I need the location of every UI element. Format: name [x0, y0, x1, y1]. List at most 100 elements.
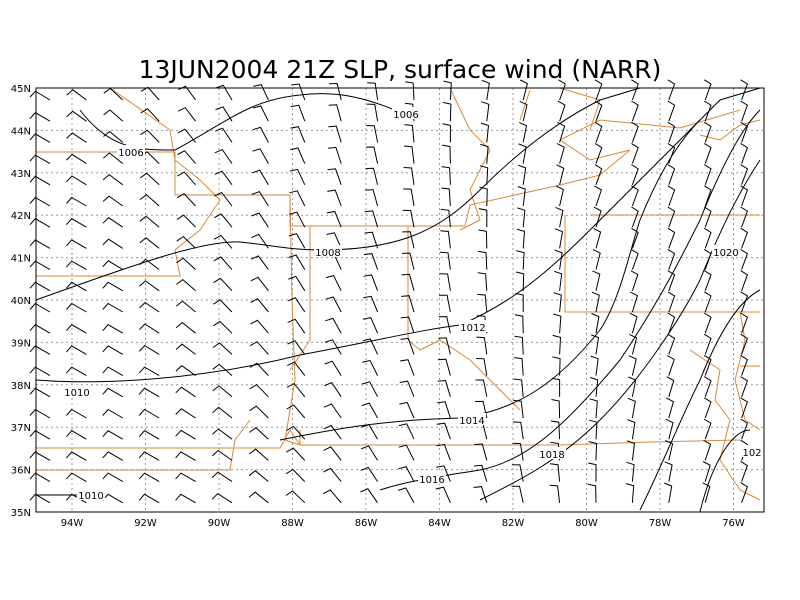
wind-barb: [631, 227, 639, 249]
wind-barb: [212, 320, 233, 334]
wind-barb: [556, 143, 565, 164]
wind-barb: [477, 272, 488, 291]
wind-barb: [286, 447, 306, 461]
wind-barb: [66, 260, 87, 271]
wind-barb: [29, 366, 51, 377]
wind-barb: [322, 489, 342, 504]
wind-barb: [103, 109, 124, 122]
wind-barb: [66, 110, 87, 122]
wind-barb: [138, 366, 160, 377]
wind-barb: [248, 448, 269, 461]
wind-barb: [177, 128, 196, 143]
wind-barb: [285, 468, 306, 482]
wind-barb: [588, 441, 598, 461]
wind-barb: [289, 211, 306, 228]
wind-barb: [138, 408, 160, 419]
wind-barb: [593, 227, 602, 249]
wind-barb: [251, 190, 269, 207]
wind-barb: [326, 232, 342, 249]
wind-barb: [102, 324, 124, 334]
wind-barb: [666, 355, 675, 376]
wind-barb: [740, 270, 749, 291]
wind-barb: [139, 172, 160, 186]
wind-barb: [290, 104, 306, 122]
wind-barb: [665, 440, 674, 461]
wind-barb: [249, 405, 269, 419]
wind-barb: [29, 451, 51, 461]
wind-barb: [511, 464, 524, 482]
wind-barb: [289, 190, 306, 207]
wind-barb: [29, 175, 51, 186]
wind-barb: [594, 185, 603, 207]
wind-barb: [514, 357, 524, 376]
wind-barb: [740, 418, 749, 440]
wind-barb: [473, 486, 488, 503]
wind-barb: [703, 376, 712, 397]
wind-barb: [436, 443, 451, 461]
wind-barb: [290, 147, 306, 164]
wind-barb: [139, 237, 160, 249]
wind-barb: [175, 386, 196, 398]
wind-barb: [102, 260, 124, 271]
wind-barb: [703, 79, 712, 101]
wind-barb: [667, 227, 676, 249]
wind-barb: [399, 401, 415, 419]
wind-barb: [102, 430, 124, 440]
wind-barb: [740, 164, 749, 185]
wind-barb: [667, 121, 676, 143]
wind-barb: [402, 209, 415, 228]
wind-barb: [102, 408, 124, 419]
wind-barb: [437, 358, 451, 376]
wind-barb: [740, 227, 749, 249]
wind-barb: [667, 185, 676, 207]
wind-barb: [286, 425, 306, 440]
wind-barb: [325, 275, 342, 292]
wind-barb: [667, 164, 676, 185]
lon-label: 88W: [281, 518, 304, 529]
wind-barb: [328, 125, 342, 143]
wind-barb: [588, 462, 597, 482]
lon-label: 76W: [722, 518, 745, 529]
wind-barb: [249, 362, 269, 376]
wind-barb: [288, 275, 306, 292]
wind-barb: [665, 418, 674, 440]
wind-barb: [212, 406, 233, 419]
wind-barb: [363, 295, 379, 313]
wind-barb: [211, 449, 233, 461]
wind-barb: [403, 188, 415, 207]
wind-barb: [66, 366, 87, 377]
wind-barb: [361, 381, 379, 398]
wind-barb: [361, 402, 379, 419]
wind-barb: [286, 404, 306, 419]
wind-barb: [363, 253, 379, 270]
wind-barb: [479, 186, 488, 207]
wind-barb: [364, 210, 379, 228]
wind-barb: [363, 274, 379, 291]
wind-barb: [628, 355, 637, 376]
wind-barb: [703, 291, 712, 313]
wind-barb: [518, 164, 527, 185]
wind-barb: [327, 189, 342, 207]
wind-barb: [29, 387, 51, 398]
wind-barb: [212, 385, 233, 398]
wind-barb: [102, 217, 124, 228]
lat-label: 43N: [11, 169, 31, 180]
wind-barb: [591, 313, 600, 334]
wind-barb: [740, 354, 749, 376]
contour-label: 1018: [539, 450, 564, 461]
wind-barb: [667, 248, 676, 270]
contour-label: 1006: [393, 110, 418, 121]
wind-barb: [324, 339, 342, 355]
wind-barb: [103, 130, 124, 143]
wind-barb: [549, 463, 561, 482]
wind-barb: [252, 126, 269, 143]
wind-barb: [323, 424, 342, 440]
wind-barb: [515, 271, 525, 291]
wind-barb: [437, 379, 451, 397]
contour-label-bg: [459, 320, 487, 332]
wind-barb: [438, 337, 451, 355]
wind-barb: [250, 298, 269, 313]
wind-barb: [517, 186, 526, 207]
wind-barb: [66, 345, 87, 355]
lat-label: 36N: [11, 466, 31, 477]
